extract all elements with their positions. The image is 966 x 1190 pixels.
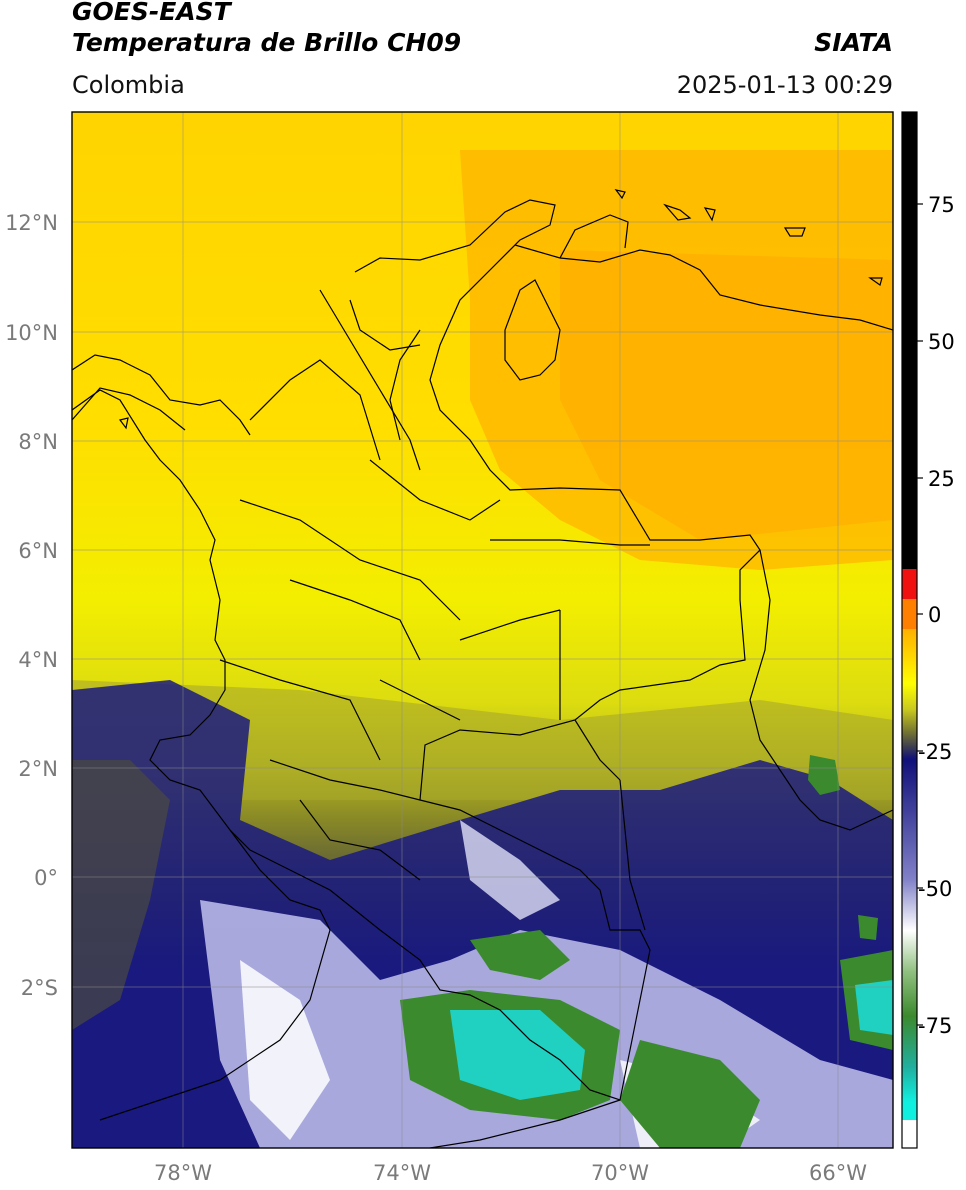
colorbar-orange-segment bbox=[902, 599, 917, 629]
lat-label: 12°N bbox=[5, 211, 58, 235]
imagery-layer bbox=[72, 112, 893, 1148]
colorbar: 75 50 25 0 -25 -50 -75 bbox=[901, 111, 955, 1149]
lat-label: 10°N bbox=[5, 321, 58, 345]
lon-label: 78°W bbox=[154, 1161, 212, 1185]
lon-label: 66°W bbox=[809, 1161, 867, 1185]
lon-label: 74°W bbox=[373, 1161, 431, 1185]
latitude-labels: 12°N 10°N 8°N 6°N 4°N 2°N 0° 2°S bbox=[5, 211, 58, 1000]
lat-label: 0° bbox=[34, 866, 58, 890]
colorbar-white-segment bbox=[902, 1120, 917, 1148]
map-frame bbox=[71, 111, 894, 1149]
colorbar-tick: 25 bbox=[928, 467, 955, 491]
colorbar-tick: -50 bbox=[918, 877, 952, 901]
colorbar-cold-segment bbox=[902, 759, 917, 1102]
lat-label: 8°N bbox=[18, 430, 58, 454]
region-label: Colombia bbox=[72, 71, 185, 99]
graticule bbox=[72, 112, 893, 1148]
colorbar-tick: -75 bbox=[918, 1014, 952, 1038]
longitude-labels: 78°W 74°W 70°W 66°W bbox=[154, 1161, 867, 1185]
colorbar-tick: -25 bbox=[918, 740, 952, 764]
colorbar-warm-segment bbox=[902, 629, 917, 759]
lat-label: 4°N bbox=[18, 648, 58, 672]
lon-label: 70°W bbox=[591, 1161, 649, 1185]
colorbar-cyan-segment bbox=[902, 1102, 917, 1120]
colorbar-tick: 50 bbox=[928, 330, 955, 354]
lat-label: 2°S bbox=[21, 976, 58, 1000]
lat-label: 2°N bbox=[18, 757, 58, 781]
colorbar-frame bbox=[901, 111, 918, 1149]
colorbar-red-segment bbox=[902, 569, 917, 599]
timestamp-label: 2025-01-13 00:29 bbox=[676, 71, 893, 99]
colorbar-black-segment bbox=[902, 112, 917, 569]
lat-label: 6°N bbox=[18, 539, 58, 563]
boundaries bbox=[72, 189, 893, 1148]
colorbar-tick: 75 bbox=[928, 193, 955, 217]
brand-label: SIATA bbox=[814, 28, 893, 57]
product-subtitle: Temperatura de Brillo CH09 bbox=[72, 28, 462, 57]
product-title: GOES-EAST bbox=[72, 0, 231, 26]
colorbar-tick: 0 bbox=[928, 603, 941, 627]
